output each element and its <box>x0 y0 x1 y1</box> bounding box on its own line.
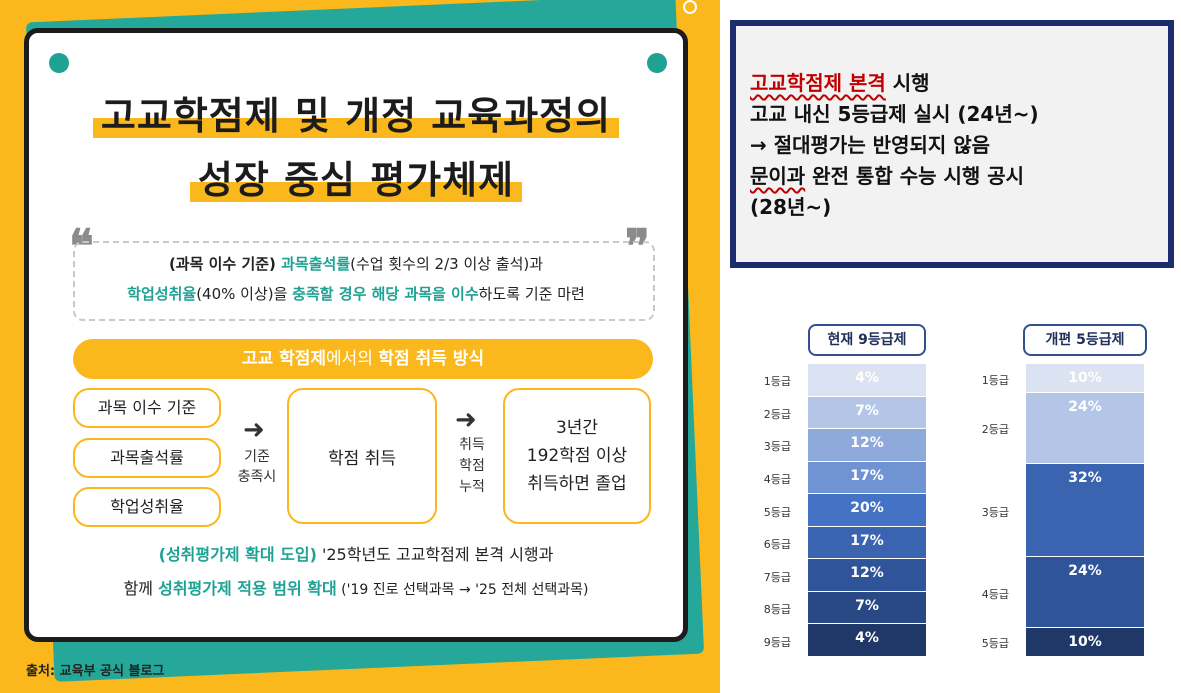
graduate-box: 3년간 192학점 이상 취득하면 졸업 <box>503 388 651 524</box>
quote-line-1: (과목 이수 기준) 과목출석률(수업 횟수의 2/3 이상 출석)과 <box>168 255 544 273</box>
arrow-right-icon: ➜ <box>455 405 477 435</box>
segment-value-label: 24% <box>1068 399 1102 416</box>
title-line-1: 고교학점제 및 개정 교육과정의 <box>29 85 683 140</box>
grade-label: 9등급 <box>763 635 791 649</box>
grade-label: 2등급 <box>763 407 791 421</box>
source-credit: 출처: 교육부 공식 블로그 <box>26 664 165 679</box>
stack-segment: 4% <box>808 364 926 397</box>
stack-segment: 24% <box>1026 557 1144 628</box>
segment-value-label: 17% <box>850 467 884 484</box>
segment-value-label: 10% <box>1068 633 1102 650</box>
segment-value-label: 20% <box>850 500 884 517</box>
grade-label: 3등급 <box>981 505 1009 519</box>
segment-value-label: 12% <box>850 435 884 452</box>
summary-panel: 고교학점제 본격 시행 고교 내신 5등급제 실시 (24년~) → 절대평가는… <box>730 20 1174 268</box>
segment-value-label: 24% <box>1068 563 1102 580</box>
stack-segment: 12% <box>808 429 926 462</box>
segment-value-label: 4% <box>855 370 879 386</box>
arrow-right-icon: ➜ <box>243 415 265 445</box>
summary-line-3: → 절대평가는 반영되지 않음 <box>750 133 991 157</box>
segment-value-label: 32% <box>1068 469 1102 486</box>
segment-value-label: 17% <box>850 532 884 549</box>
summary-line-2: 고교 내신 5등급제 실시 (24년~) <box>750 102 1039 126</box>
grade-label: 3등급 <box>763 440 791 454</box>
stack-segment: 7% <box>808 396 926 430</box>
summary-line-5: (28년~) <box>750 195 832 219</box>
segment-value-label: 10% <box>1068 370 1102 386</box>
title-line-2: 성장 중심 평가체제 <box>29 149 683 204</box>
revised-stack-column: 10% 24% 32% 24% 10% <box>1026 364 1144 657</box>
credit-box: 학점 취득 <box>287 388 437 524</box>
accumulate-label: 취득 학점 누적 <box>459 437 485 495</box>
criteria-pill: 학업성취율 <box>73 487 221 527</box>
grade-label: 8등급 <box>763 603 791 617</box>
summary-line-1: 고교학점제 본격 시행 <box>750 71 930 95</box>
stack-segment: 7% <box>808 591 926 625</box>
segment-value-label: 4% <box>855 630 879 647</box>
infographic-card: 고교학점제 및 개정 교육과정의 성장 중심 평가체제 ❝ ❞ (과목 이수 기… <box>24 28 688 642</box>
grade-label: 1등급 <box>763 375 791 389</box>
footer-line-2: 함께 성취평가제 적용 범위 확대 ('19 진로 선택과목 → '25 전체 … <box>123 579 589 598</box>
stack-segment: 4% <box>808 624 926 657</box>
grade-label: 7등급 <box>763 570 791 584</box>
method-banner: 고교 학점제에서의 학점 취득 방식 <box>73 339 653 379</box>
quote-box <box>73 241 655 321</box>
decorative-ring <box>683 0 697 14</box>
grade-label: 4등급 <box>763 472 791 486</box>
pin-dot-right <box>647 53 667 73</box>
grade-label: 5등급 <box>763 505 791 519</box>
summary-line-4: 문이과 완전 통합 수능 시행 공시 <box>750 164 1025 188</box>
segment-value-label: 7% <box>855 597 879 614</box>
stack-segment: 20% <box>808 494 926 527</box>
series-header-current: 현재 9등급제 <box>808 324 926 356</box>
grade-distribution-chart: 현재 9등급제 개편 5등급제 4% 7% 12% 17% 20% 17% 12% 7% 4% … <box>737 298 1165 688</box>
current-stack-column: 4% 7% 12% 17% 20% 17% 12% 7% 4% <box>808 364 926 657</box>
infographic: 고교학점제 및 개정 교육과정의 성장 중심 평가체제 ❝ ❞ (과목 이수 기… <box>0 0 720 693</box>
series-header-revised: 개편 5등급제 <box>1023 324 1147 356</box>
criteria-pill: 과목출석률 <box>73 438 221 478</box>
stack-segment: 12% <box>808 559 926 592</box>
quote-line-2: 학업성취율(40% 이상)을 충족할 경우 해당 과목을 이수하도록 기준 마련 <box>127 285 585 303</box>
grade-label: 6등급 <box>763 538 791 552</box>
segment-value-label: 7% <box>855 402 879 419</box>
footer-line-1: (성취평가제 확대 도입) '25학년도 고교학점제 본격 시행과 <box>158 545 554 564</box>
pin-dot-left <box>49 53 69 73</box>
grade-label: 4등급 <box>981 587 1009 601</box>
segment-value-label: 12% <box>850 565 884 582</box>
summary-text: 고교학점제 본격 시행 고교 내신 5등급제 실시 (24년~) → 절대평가는… <box>750 68 1039 223</box>
criteria-pill: 과목 이수 기준 <box>73 388 221 428</box>
grade-label: 5등급 <box>981 637 1009 651</box>
grade-label: 1등급 <box>981 373 1009 387</box>
condition-label: 기준 충족시 <box>237 449 277 485</box>
grade-label: 2등급 <box>981 423 1009 437</box>
stack-segment: 24% <box>1026 393 1144 464</box>
stack-segment: 32% <box>1026 463 1144 558</box>
stack-segment: 10% <box>1026 364 1144 394</box>
stack-segment: 10% <box>1026 627 1144 657</box>
stack-segment: 17% <box>808 461 926 495</box>
stack-segment: 17% <box>808 526 926 560</box>
